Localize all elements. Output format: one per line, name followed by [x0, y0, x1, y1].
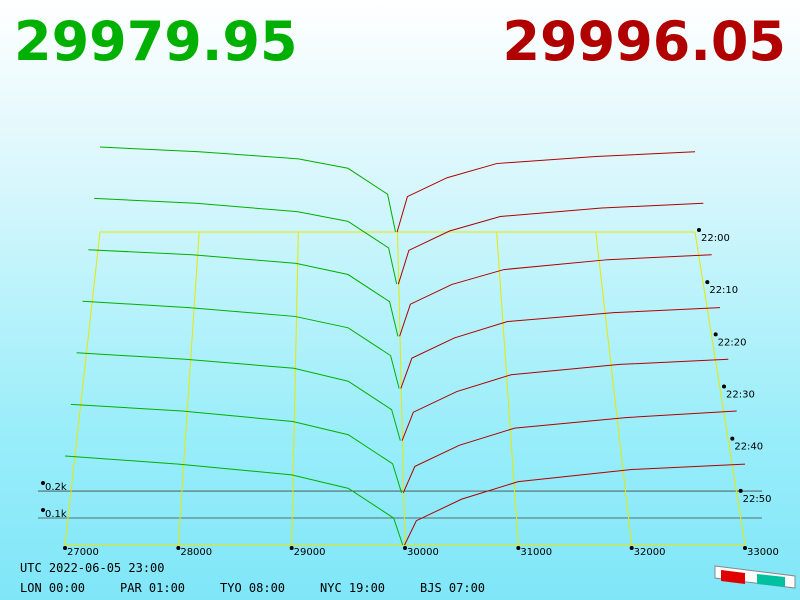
- time-label: 22:40: [734, 442, 763, 453]
- x-grid-line: [694, 231, 746, 546]
- utc-time: UTC 2022-06-05 23:00: [20, 561, 165, 575]
- x-grid-line: [177, 231, 200, 546]
- time-label: 22:00: [701, 233, 730, 244]
- tick-dot: [41, 508, 45, 513]
- time-label: 22:20: [718, 337, 747, 348]
- x-tick-label: 28000: [180, 547, 212, 558]
- x-tick-label: 30000: [407, 547, 439, 558]
- ask-depth-line: [397, 202, 704, 285]
- tick-dot: [63, 546, 67, 550]
- time-label: 22:10: [709, 285, 738, 296]
- city-time: LON 00:00: [20, 581, 85, 595]
- city-time: BJS 07:00: [420, 581, 485, 595]
- tick-dot: [743, 546, 747, 550]
- tick-dot: [705, 280, 710, 285]
- x-tick-label: 29000: [294, 547, 326, 558]
- ask-depth-line: [401, 358, 729, 441]
- tick-dot: [629, 546, 634, 550]
- bid-depth-line: [70, 403, 403, 493]
- x-tick-label: 31000: [520, 547, 552, 558]
- tick-dot: [516, 546, 521, 550]
- ask-depth-line: [400, 307, 721, 389]
- city-time: TYO 08:00: [220, 581, 285, 595]
- bid-depth-line: [99, 146, 397, 233]
- x-grid-line: [595, 231, 633, 546]
- bid-price: 29979.95: [14, 10, 298, 73]
- bid-depth-line: [82, 300, 400, 389]
- 3d-glasses-icon[interactable]: [714, 565, 796, 589]
- tick-dot: [289, 546, 294, 550]
- ask-depth-line: [404, 463, 746, 546]
- tick-dot: [730, 436, 735, 441]
- volume-tick-label: 0.2k: [45, 482, 67, 493]
- x-grid-line: [291, 231, 299, 546]
- bid-depth-line: [64, 455, 404, 546]
- x-tick-label: 33000: [747, 547, 779, 558]
- bid-depth-line: [76, 352, 401, 441]
- tick-dot: [738, 488, 743, 493]
- ask-depth-line: [399, 254, 712, 337]
- bid-depth-line: [94, 197, 398, 285]
- time-label: 22:50: [743, 494, 772, 505]
- volume-tick-label: 0.1k: [45, 509, 67, 520]
- tick-dot: [697, 228, 701, 232]
- city-time: PAR 01:00: [120, 581, 185, 595]
- x-tick-label: 27000: [67, 547, 99, 558]
- ask-depth-line: [396, 151, 696, 233]
- tick-dot: [403, 546, 407, 550]
- x-tick-label: 32000: [634, 547, 666, 558]
- ask-depth-line: [402, 410, 737, 494]
- x-grid-line: [496, 231, 519, 546]
- tick-dot: [713, 332, 718, 337]
- tick-dot: [176, 546, 181, 550]
- city-time: NYC 19:00: [320, 581, 385, 595]
- tick-dot: [41, 481, 45, 486]
- tick-dot: [722, 384, 726, 389]
- ask-price: 29996.05: [502, 10, 786, 73]
- x-grid-line: [64, 231, 101, 546]
- bid-depth-line: [88, 249, 399, 337]
- time-label: 22:30: [726, 390, 755, 401]
